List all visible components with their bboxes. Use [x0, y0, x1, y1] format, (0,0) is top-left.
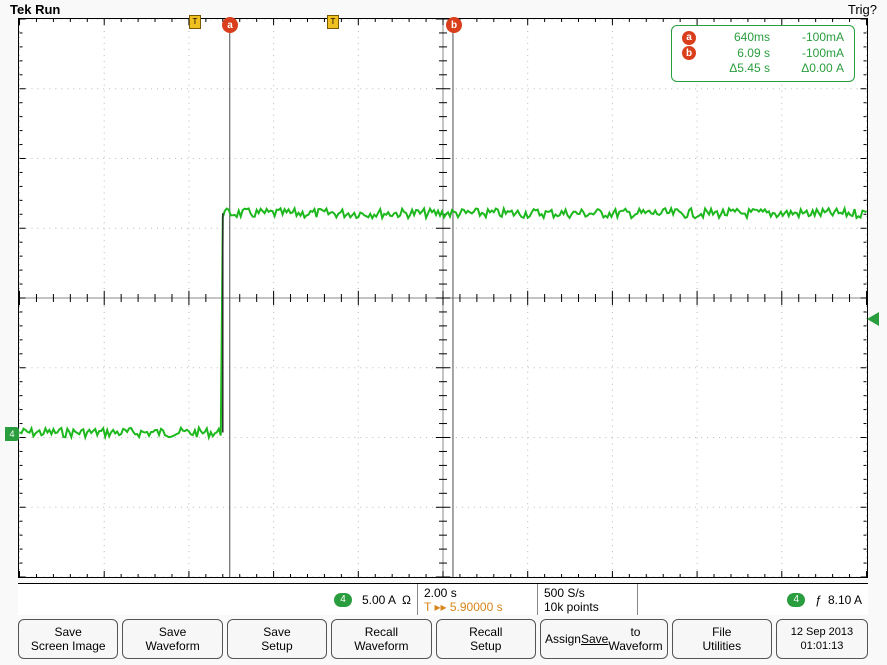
channel-chip[interactable]: 4	[334, 593, 352, 607]
trigger-pos-marker: T	[327, 15, 339, 29]
trigger-delay-arrow: ▸▸	[434, 600, 446, 614]
trigger-edge-icon: ƒ	[815, 593, 822, 607]
trigger-level-arrow	[867, 312, 879, 326]
softkey-4[interactable]: RecallSetup	[436, 619, 536, 659]
cursor-readout: a 640ms -100mA b 6.09 s -100mA Δ5.45 s Δ…	[671, 25, 855, 82]
timebase-scale: 2.00 s	[424, 586, 531, 600]
cursor-b-value: -100mA	[784, 46, 844, 62]
cursor-a-marker[interactable]: a	[222, 17, 238, 33]
status-bar: 4 5.00 A Ω 2.00 s T ▸▸ 5.90000 s 500 S/s…	[18, 583, 868, 615]
softkey-5[interactable]: AssignSave toWaveform	[540, 619, 668, 659]
softkey-6[interactable]: FileUtilities	[672, 619, 772, 659]
trig-status: Trig?	[848, 2, 877, 17]
cursor-b-marker[interactable]: b	[446, 17, 462, 33]
trigger-pos-marker: T	[189, 15, 201, 29]
cursor-a-time: 640ms	[710, 30, 770, 46]
channel-scale: 5.00 A	[362, 593, 396, 607]
softkey-0[interactable]: SaveScreen Image	[18, 619, 118, 659]
brand-logo: Tek	[10, 2, 31, 17]
graticule: T T a b 4 a 640ms -100mA b 6.09 s -100mA…	[18, 18, 868, 578]
record-length: 10k points	[544, 600, 631, 614]
cursor-delta-value: Δ0.00 A	[784, 61, 844, 77]
run-state: Run	[35, 2, 60, 17]
channel-ground-marker: 4	[5, 427, 19, 441]
coupling-icon: Ω	[402, 593, 411, 607]
trigger-level: 8.10 A	[828, 593, 862, 607]
trigger-delay-icon: T	[424, 600, 431, 614]
softkey-2[interactable]: SaveSetup	[227, 619, 327, 659]
datetime-display: 12 Sep 201301:01:13	[776, 619, 868, 659]
softkey-bar: SaveScreen ImageSaveWaveformSaveSetupRec…	[18, 619, 868, 659]
cursor-delta-time: Δ5.45 s	[710, 61, 770, 77]
trigger-source-chip[interactable]: 4	[787, 593, 805, 607]
softkey-3[interactable]: RecallWaveform	[331, 619, 431, 659]
cursor-a-value: -100mA	[784, 30, 844, 46]
cursor-b-time: 6.09 s	[710, 46, 770, 62]
sample-rate: 500 S/s	[544, 586, 631, 600]
softkey-1[interactable]: SaveWaveform	[122, 619, 222, 659]
cursor-b-icon: b	[682, 46, 696, 60]
cursor-a-icon: a	[682, 31, 696, 45]
waveform-trace	[19, 19, 867, 577]
header-bar: Tek Run Trig?	[0, 0, 887, 19]
trigger-delay-value: 5.90000 s	[450, 600, 503, 614]
